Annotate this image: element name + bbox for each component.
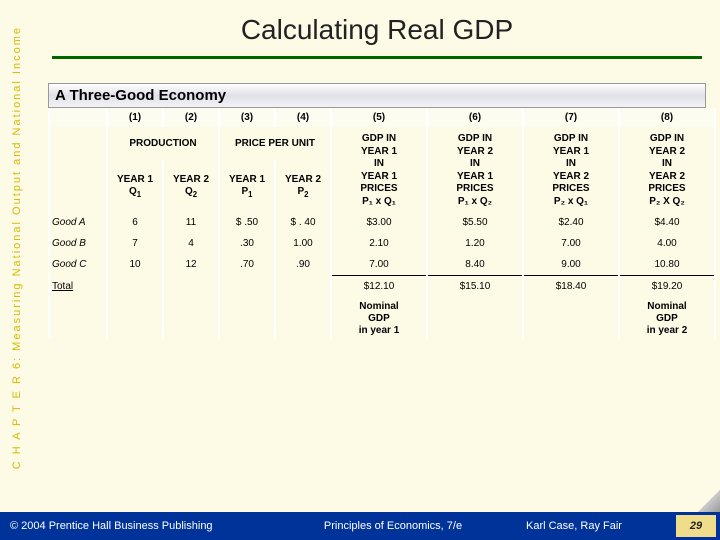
gdp-table: (1) (2) (3) (4) (5) (6) (7) (8) PRODUCTI… <box>48 108 716 339</box>
colnum-2: (2) <box>163 108 219 127</box>
row-name: Good B <box>49 233 107 254</box>
colnum-8: (8) <box>619 108 715 127</box>
slide-body: Calculating Real GDP A Three-Good Econom… <box>34 0 720 495</box>
footer-authors: Karl Case, Ray Fair <box>526 520 676 532</box>
colnum-7: (7) <box>523 108 619 127</box>
hdr-gdp8: GDP INYEAR 2INYEAR 2PRICESP₂ X Q₂ <box>619 127 715 212</box>
title-rule <box>52 56 702 59</box>
chapter-label: C H A P T E R 6: Measuring National Outp… <box>11 26 23 469</box>
colnum-4: (4) <box>275 108 331 127</box>
footer-bar: © 2004 Prentice Hall Business Publishing… <box>0 512 720 540</box>
footer-copyright: © 2004 Prentice Hall Business Publishing <box>0 520 260 532</box>
hdr-price: PRICE PER UNIT <box>219 127 331 160</box>
slide-title: Calculating Real GDP <box>34 0 720 56</box>
table-row: Good A 6 11 $ .50 $ . 40 $3.00 $5.50 $2.… <box>49 212 715 233</box>
page-curl-icon <box>698 490 720 512</box>
note-row: NominalGDPin year 1 NominalGDPin year 2 <box>49 297 715 339</box>
hdr-gdp6: GDP INYEAR 2INYEAR 1PRICESP₁ x Q₂ <box>427 127 523 212</box>
table-row: Good C 10 12 .70 .90 7.00 8.40 9.00 10.8… <box>49 254 715 276</box>
hdr-q1: YEAR 1Q1 <box>107 160 163 212</box>
row-name: Good C <box>49 254 107 276</box>
hdr-p1: YEAR 1P1 <box>219 160 275 212</box>
column-number-row: (1) (2) (3) (4) (5) (6) (7) (8) <box>49 108 715 127</box>
hdr-q2: YEAR 2Q2 <box>163 160 219 212</box>
colnum-6: (6) <box>427 108 523 127</box>
note-nominal-y2: NominalGDPin year 2 <box>619 297 715 339</box>
group-header-row-1: PRODUCTION PRICE PER UNIT GDP INYEAR 1IN… <box>49 127 715 160</box>
colnum-1: (1) <box>107 108 163 127</box>
section-title: A Three-Good Economy <box>48 83 706 108</box>
hdr-gdp7: GDP INYEAR 1INYEAR 2PRICESP₂ x Q₁ <box>523 127 619 212</box>
table-row: Good B 7 4 .30 1.00 2.10 1.20 7.00 4.00 <box>49 233 715 254</box>
footer-booktitle: Principles of Economics, 7/e <box>260 520 526 532</box>
row-name: Good A <box>49 212 107 233</box>
total-label: Total <box>49 276 107 298</box>
page-number: 29 <box>676 515 716 537</box>
colnum-5: (5) <box>331 108 427 127</box>
hdr-p2: YEAR 2P2 <box>275 160 331 212</box>
total-row: Total $12.10 $15.10 $18.40 $19.20 <box>49 276 715 298</box>
hdr-gdp5: GDP INYEAR 1INYEAR 1PRICESP₁ x Q₁ <box>331 127 427 212</box>
colnum-3: (3) <box>219 108 275 127</box>
hdr-production: PRODUCTION <box>107 127 219 160</box>
chapter-sidebar: C H A P T E R 6: Measuring National Outp… <box>0 0 34 495</box>
note-nominal-y1: NominalGDPin year 1 <box>331 297 427 339</box>
